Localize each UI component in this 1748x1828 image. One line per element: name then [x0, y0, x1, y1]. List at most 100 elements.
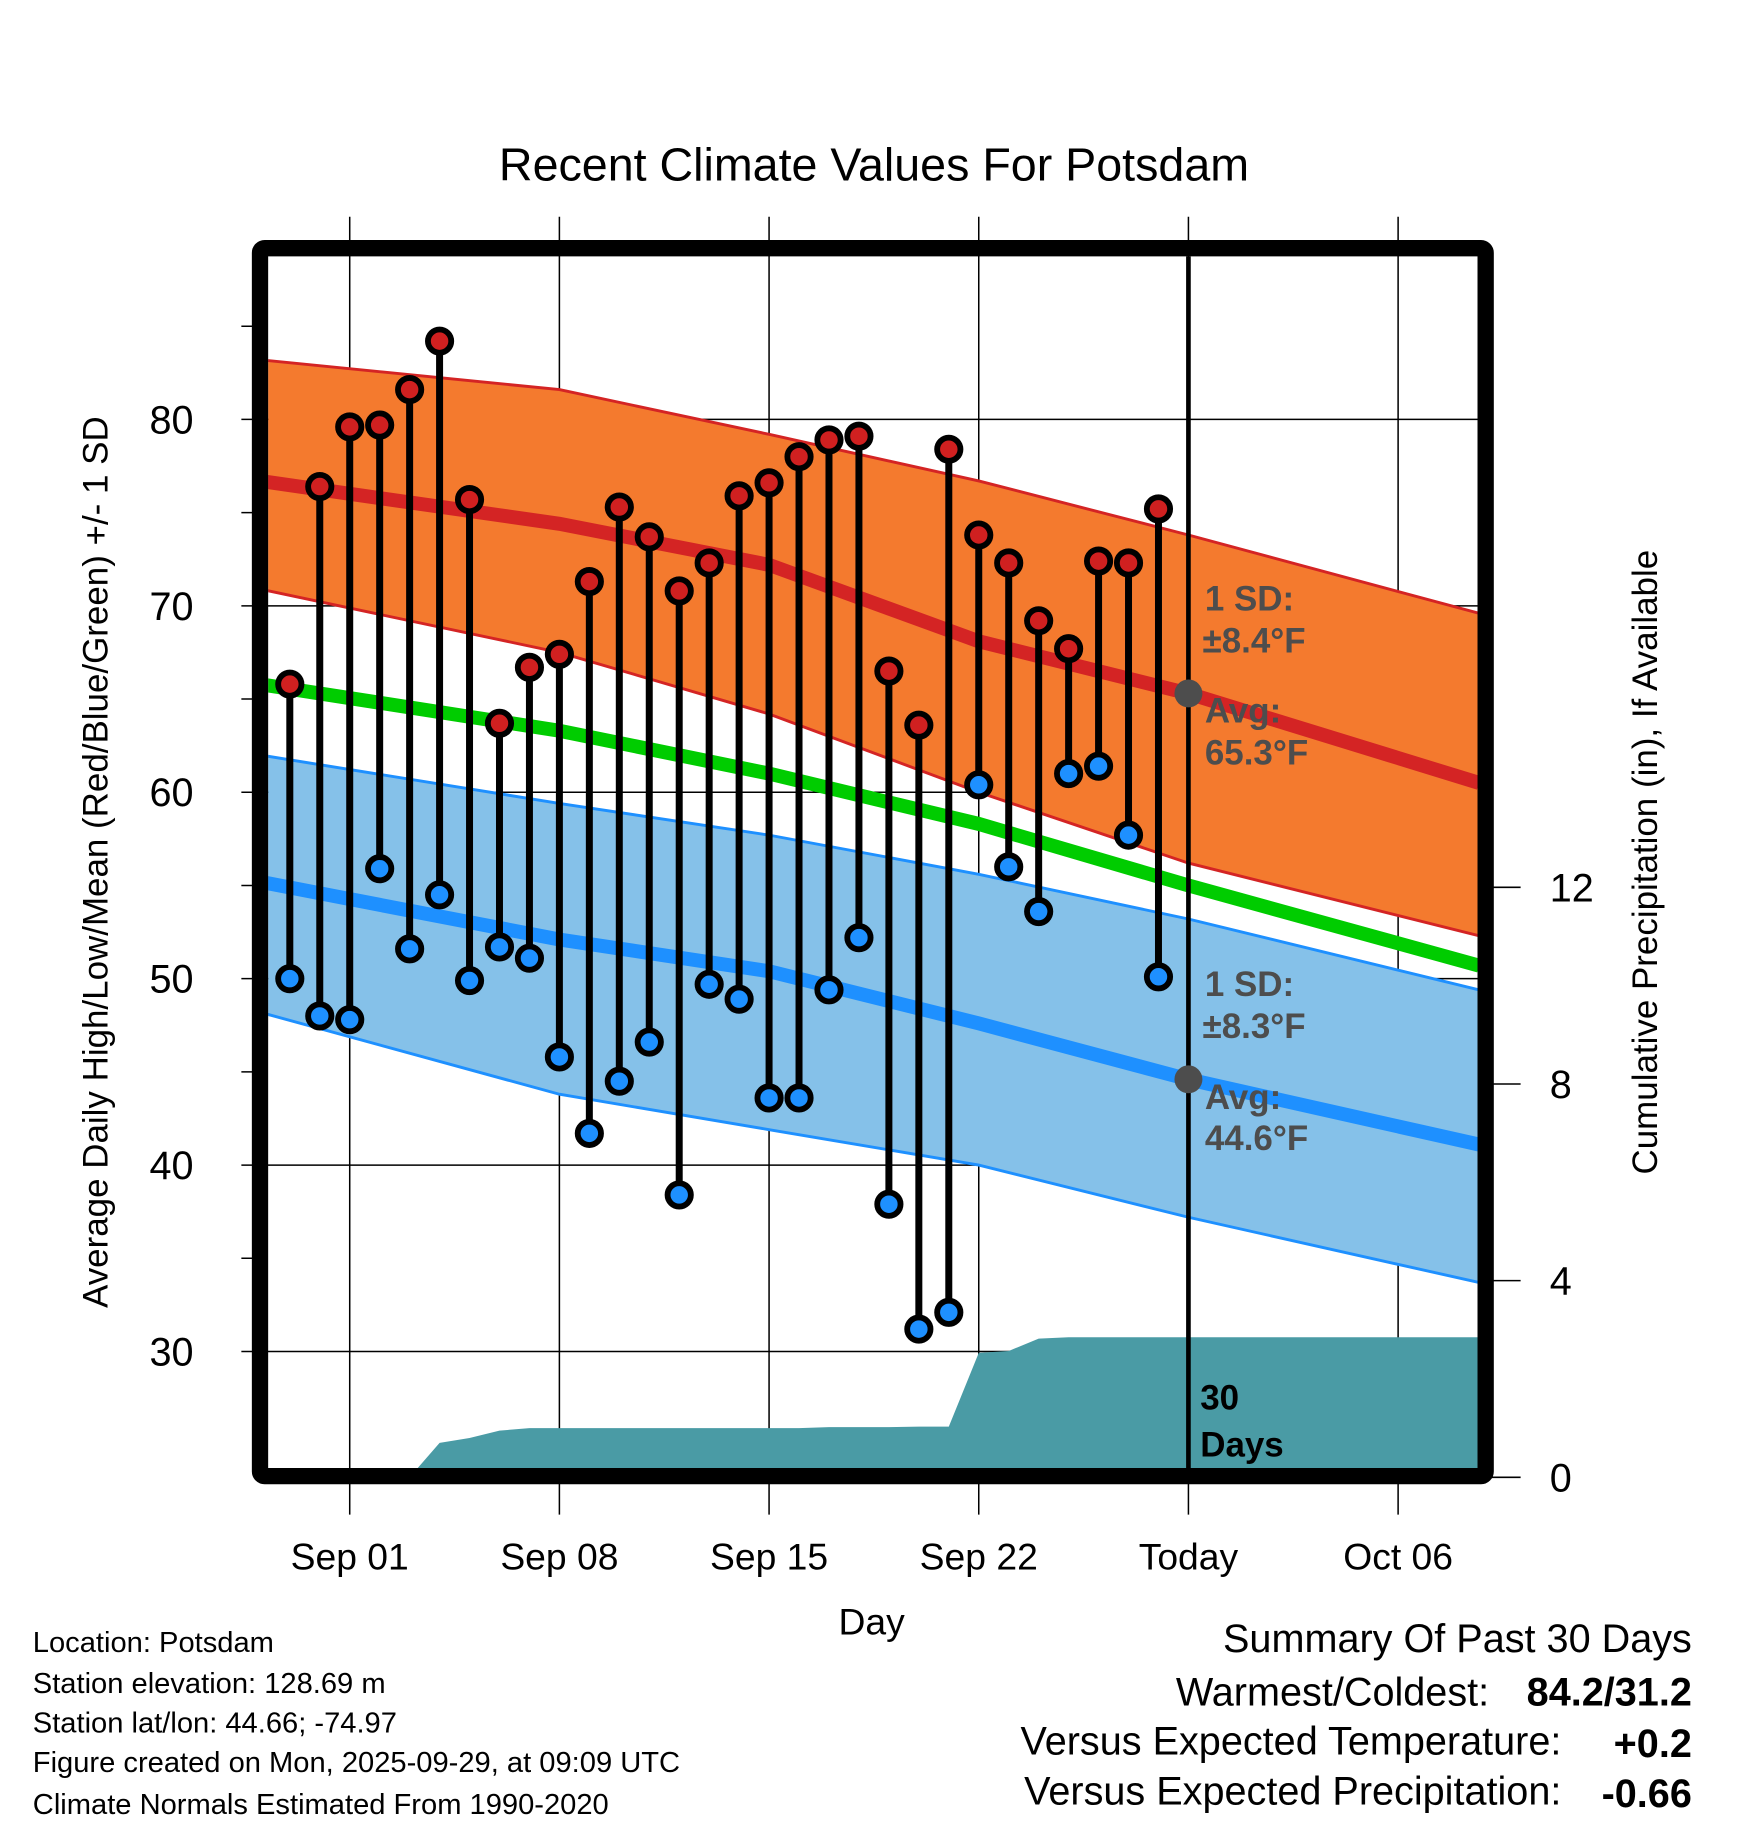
low-normal-line: [268, 876, 1478, 1152]
high-sd-band: [268, 360, 1478, 936]
low-avg-value: 44.6°F: [1205, 1119, 1308, 1158]
high-avg-value: 65.3°F: [1205, 733, 1308, 772]
y-tick-label: 80: [150, 398, 194, 442]
daily-high-point: [395, 375, 425, 405]
daily-low-point: [365, 854, 395, 884]
daily-high-point: [904, 710, 934, 740]
daily-high-point: [544, 639, 574, 669]
summary: Summary Of Past 30 Days Warmest/Coldest:…: [1020, 1617, 1691, 1816]
summary-title: Summary Of Past 30 Days: [1223, 1617, 1692, 1661]
low-sd-band: [268, 756, 1478, 1283]
today-high-avg-marker: [1174, 679, 1203, 708]
info-created: Figure created on Mon, 2025-09-29, at 09…: [33, 1747, 680, 1779]
y2-tick-label: 8: [1550, 1063, 1572, 1107]
temp-departure-label: Versus Expected Temperature:: [1020, 1720, 1561, 1764]
y-tick-label: 70: [150, 585, 194, 629]
daily-high-point: [1024, 606, 1054, 636]
daily-low-point: [814, 975, 844, 1005]
daily-low-point: [1084, 751, 1114, 781]
daily-low-point: [275, 964, 305, 994]
y-tick-label: 50: [150, 958, 194, 1002]
daily-low-point: [604, 1066, 634, 1096]
today-low-avg-marker: [1174, 1065, 1203, 1094]
y-tick-label: 30: [150, 1330, 194, 1374]
daily-high-point: [934, 434, 964, 464]
daily-low-point: [904, 1314, 934, 1344]
precip-area: [417, 1337, 1478, 1468]
daily-high-point: [754, 468, 784, 498]
daily-low-point: [724, 984, 754, 1014]
daily-high-point: [1054, 634, 1084, 664]
window-days-unit: Days: [1200, 1425, 1284, 1464]
station-info: Location: Potsdam Station elevation: 128…: [33, 1627, 680, 1821]
daily-high-point: [634, 522, 664, 552]
daily-high-point: [694, 548, 724, 578]
daily-low-point: [335, 1005, 365, 1035]
window-days-number: 30: [1200, 1379, 1239, 1418]
daily-high-point: [724, 481, 754, 511]
daily-low-point: [544, 1042, 574, 1072]
info-latlon: Station lat/lon: 44.66; -74.97: [33, 1707, 397, 1739]
daily-low-point: [964, 770, 994, 800]
daily-high-point: [1084, 546, 1114, 576]
x-tick-label: Sep 22: [920, 1535, 1038, 1577]
daily-high-point: [484, 708, 515, 738]
plot-frame: [251, 240, 1494, 1485]
daily-low-point: [574, 1118, 604, 1148]
daily-high-point: [365, 410, 395, 440]
x-tick-label: Oct 06: [1343, 1535, 1453, 1577]
daily-low-point: [305, 1001, 335, 1031]
precip-departure-value: -0.66: [1602, 1772, 1692, 1816]
plot-area: [268, 256, 1478, 1468]
y2-tick-label: 12: [1550, 866, 1594, 910]
precip-departure-label: Versus Expected Precipitation:: [1024, 1770, 1561, 1814]
x-axis-label: Day: [839, 1601, 906, 1643]
daily-low-point: [844, 923, 874, 953]
daily-high-point: [964, 520, 994, 550]
info-normals: Climate Normals Estimated From 1990-2020: [33, 1789, 609, 1821]
daily-low-point: [484, 932, 515, 962]
daily-low-point: [874, 1189, 904, 1219]
high-avg-label: Avg:: [1205, 691, 1281, 730]
daily-low-point: [454, 965, 485, 996]
daily-low-point: [994, 852, 1024, 882]
x-tick-label: Sep 15: [710, 1535, 828, 1577]
daily-low-point: [634, 1027, 664, 1057]
daily-low-point: [425, 880, 455, 910]
daily-high-point: [874, 656, 904, 686]
y2-tick-label: 4: [1550, 1260, 1572, 1304]
high-sd-band-lower-edge: [268, 589, 1478, 937]
daily-high-point: [604, 492, 634, 522]
y-tick-label: 60: [150, 771, 194, 815]
daily-low-point: [1113, 820, 1144, 850]
x-tick-label: Sep 08: [500, 1535, 618, 1577]
daily-high-point: [305, 471, 335, 502]
daily-high-point: [335, 412, 365, 442]
chart-title: Recent Climate Values For Potsdam: [499, 139, 1249, 191]
low-sd-value: ±8.3°F: [1203, 1007, 1306, 1046]
daily-low-point: [395, 934, 425, 964]
daily-high-point: [514, 652, 545, 682]
annotations: 1 SD: ±8.4°F Avg: 65.3°F 1 SD: ±8.3°F Av…: [1200, 579, 1308, 1464]
axes: Sep 01 Sep 08 Sep 15 Sep 22 Today Oct 0630405…: [150, 240, 1594, 1577]
daily-low-point: [664, 1180, 694, 1210]
daily-low-point: [754, 1083, 784, 1113]
temp-departure-value: +0.2: [1614, 1722, 1692, 1766]
low-sd-label: 1 SD:: [1205, 965, 1294, 1004]
daily-high-point: [664, 576, 694, 606]
daily-low-point: [1024, 896, 1054, 927]
high-sd-label: 1 SD:: [1205, 579, 1294, 618]
daily-high-point: [844, 421, 874, 451]
daily-low-point: [1143, 962, 1174, 992]
low-sd-band-upper-edge: [268, 754, 1478, 991]
low-sd-band-lower-edge: [268, 1012, 1478, 1284]
daily-high-point: [784, 442, 814, 472]
daily-high-point: [275, 669, 305, 699]
y-tick-label: 40: [150, 1144, 194, 1188]
x-tick-label: Today: [1139, 1535, 1239, 1577]
daily-low-point: [1054, 759, 1084, 789]
daily-low-point: [784, 1083, 814, 1113]
daily-high-point: [425, 326, 455, 356]
y2-axis-label: Cumulative Precipitation (in), If Availa…: [1626, 550, 1665, 1175]
